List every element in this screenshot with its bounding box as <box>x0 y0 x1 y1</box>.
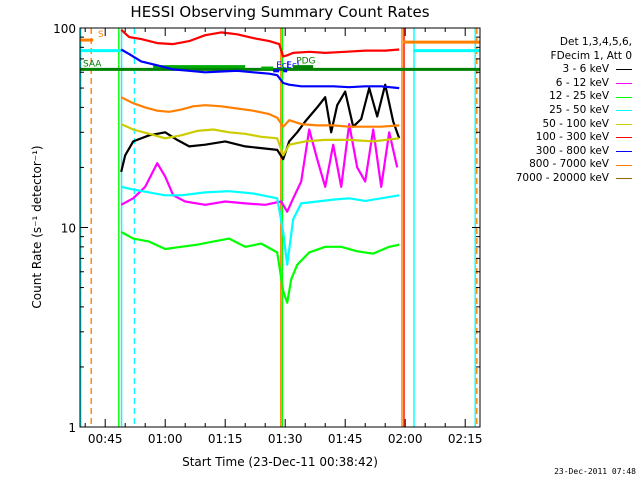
legend-label: 3 - 6 keV <box>562 63 609 76</box>
legend-swatch <box>616 83 632 85</box>
x-tick-label: 01:15 <box>208 432 243 446</box>
legend: Det 1,3,4,5,6, FDecim 1, Att 0 3 - 6 keV… <box>482 36 632 186</box>
x-tick-label: 02:00 <box>388 432 423 446</box>
x-tick-label: 01:00 <box>148 432 183 446</box>
y-tick-label: 1 <box>68 421 76 435</box>
legend-item: 50 - 100 keV <box>482 118 632 132</box>
series-line <box>120 123 400 157</box>
legend-label: 25 - 50 keV <box>549 103 609 116</box>
series-line <box>120 28 400 58</box>
legend-swatch <box>616 151 632 153</box>
legend-swatch <box>616 96 632 98</box>
legend-header-line: Det 1,3,4,5,6, <box>559 36 632 48</box>
legend-header-line: FDecim 1, Att 0 <box>550 49 632 62</box>
legend-item: 25 - 50 keV <box>482 104 632 118</box>
vertical-markers <box>80 28 478 427</box>
flag-label: S <box>98 30 104 40</box>
legend-swatch <box>616 137 632 139</box>
legend-label: 6 - 12 keV <box>555 76 609 89</box>
legend-label: 100 - 300 keV <box>535 131 609 144</box>
flag-label: SAA <box>83 59 102 69</box>
x-axis-label: Start Time (23-Dec-11 00:38:42) <box>182 455 378 469</box>
y-axis-label: Count Rate (s⁻¹ detector⁻¹) <box>30 145 44 308</box>
legend-item: 6 - 12 keV <box>482 77 632 91</box>
legend-swatch <box>616 123 632 125</box>
legend-swatch <box>616 164 632 166</box>
legend-item: 3 - 6 keV <box>482 63 632 77</box>
x-tick-label: 00:45 <box>88 432 123 446</box>
axis-ticks: 00:45 01:00 01:15 01:30 01:45 02:00 02:15 1 10 10… <box>53 22 482 446</box>
series-line <box>120 96 400 128</box>
legend-swatch <box>616 110 632 112</box>
legend-items: 3 - 6 keV 6 - 12 keV 12 - 25 keV 25 - 50 ke… <box>482 63 632 185</box>
flag-label: Ecl <box>286 61 299 71</box>
x-tick-label: 01:45 <box>328 432 363 446</box>
legend-label: 12 - 25 keV <box>549 90 609 103</box>
series-line <box>120 230 400 304</box>
legend-item: 7000 - 20000 keV <box>482 172 632 186</box>
legend-item: 800 - 7000 keV <box>482 158 632 172</box>
flag-label: Ecl <box>276 61 289 71</box>
y-tick-label: 100 <box>53 22 76 36</box>
chart-title: HESSI Observing Summary Count Rates <box>130 3 429 21</box>
x-tick-label: 01:30 <box>268 432 303 446</box>
legend-label: 50 - 100 keV <box>542 117 609 130</box>
legend-header-2: FDecim 1, Att 0 <box>482 50 632 64</box>
legend-label: 800 - 7000 keV <box>529 158 609 171</box>
series-lines <box>120 28 401 304</box>
legend-header-1: Det 1,3,4,5,6, <box>482 36 632 50</box>
legend-item: 300 - 800 keV <box>482 145 632 159</box>
legend-item: 100 - 300 keV <box>482 131 632 145</box>
legend-label: 300 - 800 keV <box>535 144 609 157</box>
legend-item: 12 - 25 keV <box>482 90 632 104</box>
series-line <box>120 185 400 266</box>
series-line <box>120 48 400 90</box>
flag-label: PDG <box>296 57 315 67</box>
legend-swatch <box>616 178 632 180</box>
y-tick-label: 10 <box>61 222 76 236</box>
legend-label: 7000 - 20000 keV <box>515 171 609 184</box>
x-tick-label: 02:15 <box>448 432 483 446</box>
generation-timestamp: 23-Dec-2011 07:48 <box>554 467 636 476</box>
series-line <box>120 122 399 213</box>
legend-swatch <box>616 69 632 71</box>
